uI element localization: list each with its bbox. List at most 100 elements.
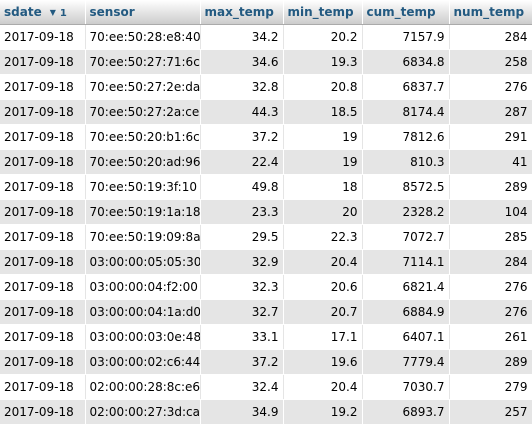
cell-cum-temp: 7114.1: [362, 249, 450, 275]
cell-num-temp: 257: [449, 399, 532, 425]
table-row[interactable]: 2017-09-18 03:00:00:04:f2:00 32.3 20.6 6821.…: [0, 274, 532, 300]
sort-descending-icon[interactable]: ▼: [49, 7, 56, 17]
table-row[interactable]: 2017-09-18 02:00:00:27:3d:ca 34.9 19.2 6893.…: [0, 399, 532, 425]
column-header-label[interactable]: sdate: [4, 4, 42, 19]
column-header-max-temp[interactable]: max_temp: [200, 0, 284, 25]
table-row[interactable]: 2017-09-18 70:ee:50:19:09:8a 29.5 22.3 7072.…: [0, 224, 532, 250]
cell-cum-temp: 810.3: [362, 149, 450, 175]
cell-sdate: 2017-09-18: [0, 24, 86, 50]
table-row[interactable]: 2017-09-18 70:ee:50:19:3f:10 49.8 18 8572.5 2…: [0, 174, 532, 200]
column-header-cum-temp[interactable]: cum_temp: [362, 0, 450, 25]
cell-cum-temp: 7030.7: [362, 374, 450, 400]
cell-max-temp: 37.2: [200, 349, 284, 375]
cell-sdate: 2017-09-18: [0, 199, 86, 225]
cell-max-temp: 32.7: [200, 299, 284, 325]
cell-num-temp: 41: [449, 149, 532, 175]
cell-sdate: 2017-09-18: [0, 349, 86, 375]
cell-sensor: 70:ee:50:27:2e:da: [85, 74, 201, 100]
cell-cum-temp: 7072.7: [362, 224, 450, 250]
cell-sensor: 02:00:00:28:8c:e6: [85, 374, 201, 400]
column-header-num-temp[interactable]: num_temp: [449, 0, 532, 25]
cell-num-temp: 276: [449, 299, 532, 325]
cell-max-temp: 32.3: [200, 274, 284, 300]
table-row[interactable]: 2017-09-18 70:ee:50:27:71:6c 34.6 19.3 6834.…: [0, 49, 532, 75]
cell-sdate: 2017-09-18: [0, 374, 86, 400]
sort-order-badge: 1: [59, 7, 67, 19]
table-row[interactable]: 2017-09-18 03:00:00:03:0e:48 33.1 17.1 6407.…: [0, 324, 532, 350]
table-row[interactable]: 2017-09-18 70:ee:50:20:ad:96 22.4 19 810.3 41: [0, 149, 532, 175]
table-row[interactable]: 2017-09-18 70:ee:50:19:1a:18 23.3 20 2328.2 1…: [0, 199, 532, 225]
column-header-label[interactable]: cum_temp: [366, 4, 436, 19]
cell-sensor: 03:00:00:04:f2:00: [85, 274, 201, 300]
table-row[interactable]: 2017-09-18 70:ee:50:20:b1:6c 37.2 19 7812.6 2…: [0, 124, 532, 150]
cell-cum-temp: 7157.9: [362, 24, 450, 50]
cell-cum-temp: 6821.4: [362, 274, 450, 300]
table-row[interactable]: 2017-09-18 03:00:00:04:1a:d0 32.7 20.7 6884.…: [0, 299, 532, 325]
cell-max-temp: 49.8: [200, 174, 284, 200]
cell-cum-temp: 7779.4: [362, 349, 450, 375]
table-row[interactable]: 2017-09-18 02:00:00:28:8c:e6 32.4 20.4 7030.…: [0, 374, 532, 400]
cell-sensor: 03:00:00:05:05:30: [85, 249, 201, 275]
cell-max-temp: 34.9: [200, 399, 284, 425]
cell-num-temp: 289: [449, 349, 532, 375]
cell-num-temp: 289: [449, 174, 532, 200]
cell-min-temp: 19.6: [283, 349, 363, 375]
cell-sdate: 2017-09-18: [0, 174, 86, 200]
column-header-label[interactable]: min_temp: [287, 4, 354, 19]
table-row[interactable]: 2017-09-18 70:ee:50:28:e8:40 34.2 20.2 7157.…: [0, 24, 532, 50]
table-row[interactable]: 2017-09-18 03:00:00:02:c6:44 37.2 19.6 7779.…: [0, 349, 532, 375]
column-header-label[interactable]: num_temp: [453, 4, 525, 19]
cell-num-temp: 279: [449, 374, 532, 400]
cell-max-temp: 23.3: [200, 199, 284, 225]
cell-sdate: 2017-09-18: [0, 274, 86, 300]
cell-sdate: 2017-09-18: [0, 149, 86, 175]
cell-max-temp: 33.1: [200, 324, 284, 350]
cell-cum-temp: 8174.4: [362, 99, 450, 125]
cell-num-temp: 104: [449, 199, 532, 225]
cell-max-temp: 32.9: [200, 249, 284, 275]
cell-num-temp: 291: [449, 124, 532, 150]
cell-num-temp: 258: [449, 49, 532, 75]
table-row[interactable]: 2017-09-18 03:00:00:05:05:30 32.9 20.4 7114.…: [0, 249, 532, 275]
cell-min-temp: 20.8: [283, 74, 363, 100]
cell-max-temp: 34.2: [200, 24, 284, 50]
column-header-label[interactable]: sensor: [89, 4, 135, 19]
table-row[interactable]: 2017-09-18 70:ee:50:27:2e:da 32.8 20.8 6837.…: [0, 74, 532, 100]
table-row[interactable]: 2017-09-18 70:ee:50:27:2a:ce 44.3 18.5 8174.…: [0, 99, 532, 125]
cell-sensor: 02:00:00:27:3d:ca: [85, 399, 201, 425]
column-header-min-temp[interactable]: min_temp: [283, 0, 363, 25]
cell-min-temp: 19: [283, 124, 363, 150]
cell-sensor: 70:ee:50:19:1a:18: [85, 199, 201, 225]
cell-sdate: 2017-09-18: [0, 224, 86, 250]
cell-max-temp: 32.4: [200, 374, 284, 400]
cell-max-temp: 34.6: [200, 49, 284, 75]
table-body: 2017-09-18 70:ee:50:28:e8:40 34.2 20.2 7157.…: [0, 24, 532, 425]
cell-sensor: 03:00:00:03:0e:48: [85, 324, 201, 350]
cell-min-temp: 20.2: [283, 24, 363, 50]
cell-cum-temp: 2328.2: [362, 199, 450, 225]
cell-min-temp: 19.3: [283, 49, 363, 75]
cell-sdate: 2017-09-18: [0, 249, 86, 275]
cell-cum-temp: 8572.5: [362, 174, 450, 200]
cell-cum-temp: 6834.8: [362, 49, 450, 75]
column-header-sensor[interactable]: sensor: [85, 0, 201, 25]
cell-sdate: 2017-09-18: [0, 74, 86, 100]
cell-min-temp: 18.5: [283, 99, 363, 125]
cell-min-temp: 20.4: [283, 249, 363, 275]
cell-sdate: 2017-09-18: [0, 49, 86, 75]
cell-min-temp: 19: [283, 149, 363, 175]
cell-cum-temp: 6884.9: [362, 299, 450, 325]
cell-max-temp: 44.3: [200, 99, 284, 125]
cell-min-temp: 22.3: [283, 224, 363, 250]
cell-min-temp: 20: [283, 199, 363, 225]
cell-num-temp: 287: [449, 99, 532, 125]
cell-cum-temp: 6837.7: [362, 74, 450, 100]
cell-min-temp: 20.6: [283, 274, 363, 300]
cell-min-temp: 18: [283, 174, 363, 200]
cell-sensor: 70:ee:50:20:ad:96: [85, 149, 201, 175]
cell-sdate: 2017-09-18: [0, 99, 86, 125]
column-header-label[interactable]: max_temp: [204, 4, 274, 19]
column-header-sdate[interactable]: sdate ▼ 1: [0, 0, 86, 25]
cell-sdate: 2017-09-18: [0, 399, 86, 425]
